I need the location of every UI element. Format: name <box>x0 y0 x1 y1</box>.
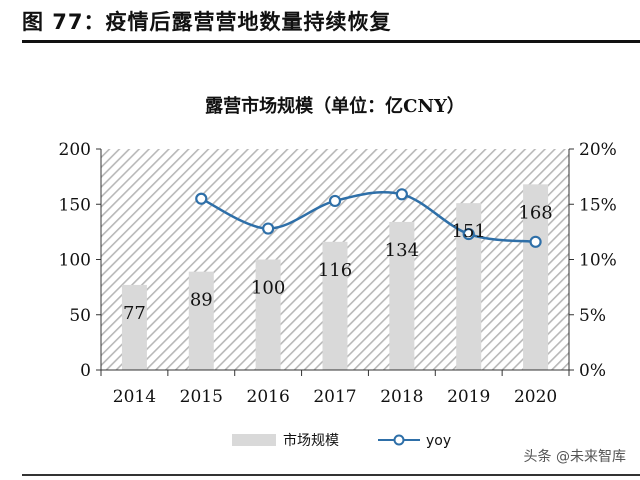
x-tick-label: 2017 <box>313 387 356 407</box>
right-tick-label: 20% <box>579 140 617 160</box>
right-tick-label: 0% <box>579 361 606 381</box>
bar-value-label: 168 <box>518 202 552 223</box>
x-tick-label: 2018 <box>380 387 423 407</box>
yoy-point-2016 <box>262 222 275 235</box>
legend: 市场规模 yoy <box>232 432 451 449</box>
left-tick-label: 200 <box>59 140 91 160</box>
yoy-point-2018 <box>395 188 408 201</box>
bar-value-label: 134 <box>385 240 419 261</box>
bar-2018 <box>389 221 415 370</box>
legend-line-marker <box>393 434 405 446</box>
yoy-point-2017 <box>328 194 342 208</box>
bars-layer <box>121 184 549 370</box>
watermark: 头条 @未来智库 <box>523 449 626 465</box>
bottom-rule <box>22 474 640 476</box>
left-tick-label: 50 <box>69 306 91 326</box>
bar-2020 <box>523 184 549 370</box>
chart-title: 露营市场规模（单位：亿CNY） <box>205 95 465 117</box>
bar-value-label: 116 <box>318 260 352 281</box>
axes-layer: 0 50 100 150 200 0% 5% 10% 15% 20% 2014 2015 2016 201… <box>59 140 617 407</box>
left-tick-label: 0 <box>80 361 91 381</box>
labels-layer: 77 89 100 116 134 151 168 <box>123 202 553 324</box>
x-tick-label: 2019 <box>447 387 490 407</box>
legend-bar-swatch <box>232 434 276 446</box>
bar-2017 <box>322 241 348 370</box>
line-layer <box>195 188 542 248</box>
bar-value-label: 151 <box>452 221 486 242</box>
yoy-point-2020 <box>529 235 542 248</box>
legend-bar-label: 市场规模 <box>283 432 339 449</box>
left-tick-label: 100 <box>59 251 91 271</box>
bar-2015 <box>188 271 214 370</box>
x-tick-label: 2014 <box>113 387 156 407</box>
right-tick-label: 5% <box>579 306 606 326</box>
bar-value-label: 89 <box>190 290 213 311</box>
left-tick-label: 150 <box>59 195 91 215</box>
yoy-point-2019 <box>462 227 475 241</box>
heading-rule <box>22 40 640 43</box>
bar-value-label: 77 <box>123 303 146 324</box>
x-tick-label: 2020 <box>514 387 557 407</box>
legend-line-label: yoy <box>426 433 451 449</box>
right-tick-label: 10% <box>579 251 617 271</box>
bar-value-label: 100 <box>251 278 285 299</box>
bar-2016 <box>255 259 281 370</box>
x-tick-label: 2015 <box>180 387 223 407</box>
right-tick-label: 15% <box>579 195 617 215</box>
x-tick-label: 2016 <box>247 387 290 407</box>
bar-2014 <box>121 284 147 370</box>
yoy-point-2015 <box>195 192 208 205</box>
figure-heading: 图 77：疫情后露营营地数量持续恢复 <box>22 10 392 34</box>
